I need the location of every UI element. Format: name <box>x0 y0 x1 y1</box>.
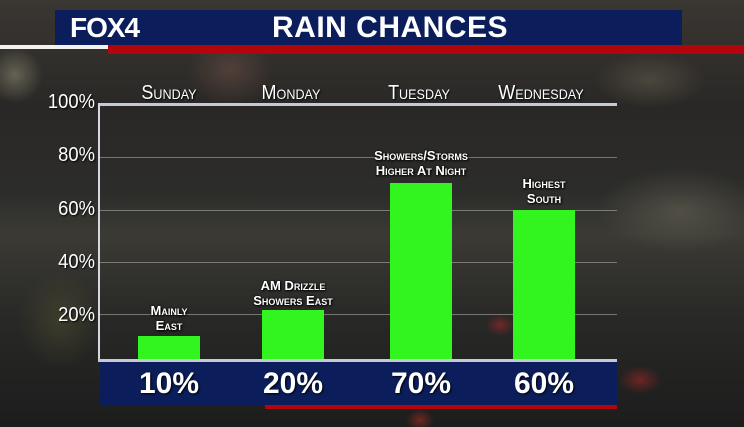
value-wednesday: 60% <box>513 367 575 400</box>
value-band <box>100 362 617 405</box>
bar-monday <box>262 310 324 360</box>
bar-wednesday <box>513 210 575 360</box>
day-label-monday: Monday <box>261 82 321 104</box>
y-tick-100: 100% <box>47 91 95 113</box>
bar-note-tuesday: Showers/Storms Higher At Night <box>351 148 491 178</box>
y-tick-20: 20% <box>58 304 95 326</box>
value-tuesday: 70% <box>390 367 452 400</box>
bottom-accent-red-line <box>265 405 617 409</box>
gridline-80 <box>100 157 617 158</box>
y-tick-80: 80% <box>58 144 95 166</box>
bar-note-tuesday-line1: Showers/Storms <box>374 148 468 163</box>
gridline-20 <box>100 314 617 315</box>
fox4-logo: FOX4 <box>70 12 140 43</box>
gridline-40 <box>100 262 617 263</box>
bar-note-wednesday-line1: Highest <box>522 176 566 191</box>
y-tick-40: 40% <box>58 251 95 273</box>
day-label-wednesday: Wednesday <box>498 82 584 104</box>
bar-sunday <box>138 336 200 360</box>
bar-note-wednesday: Highest South <box>474 176 614 206</box>
bar-note-monday-line1: AM Drizzle <box>260 278 326 293</box>
bar-tuesday <box>390 183 452 360</box>
day-label-sunday: Sunday <box>141 82 197 104</box>
header-accent-red-bar <box>108 45 744 54</box>
bar-note-sunday: Mainly East <box>99 303 239 333</box>
bar-note-sunday-line2: East <box>155 318 183 333</box>
bar-note-wednesday-line2: South <box>526 191 562 206</box>
page-title: RAIN CHANCES <box>271 11 508 44</box>
bar-note-sunday-line1: Mainly <box>150 303 188 318</box>
gridline-60 <box>100 210 617 211</box>
x-axis-baseline <box>98 359 617 362</box>
value-sunday: 10% <box>138 367 200 400</box>
y-tick-60: 60% <box>58 198 95 220</box>
y-axis-line <box>98 103 100 361</box>
axis-top-line <box>98 103 617 106</box>
value-monday: 20% <box>262 367 324 400</box>
bar-note-tuesday-line2: Higher At Night <box>375 163 467 178</box>
header-accent-white-line <box>0 45 110 49</box>
day-label-tuesday: Tuesday <box>388 82 450 104</box>
header-banner <box>55 10 682 45</box>
bar-note-monday-line2: Showers East <box>253 293 333 308</box>
bar-note-monday: AM Drizzle Showers East <box>223 278 363 308</box>
